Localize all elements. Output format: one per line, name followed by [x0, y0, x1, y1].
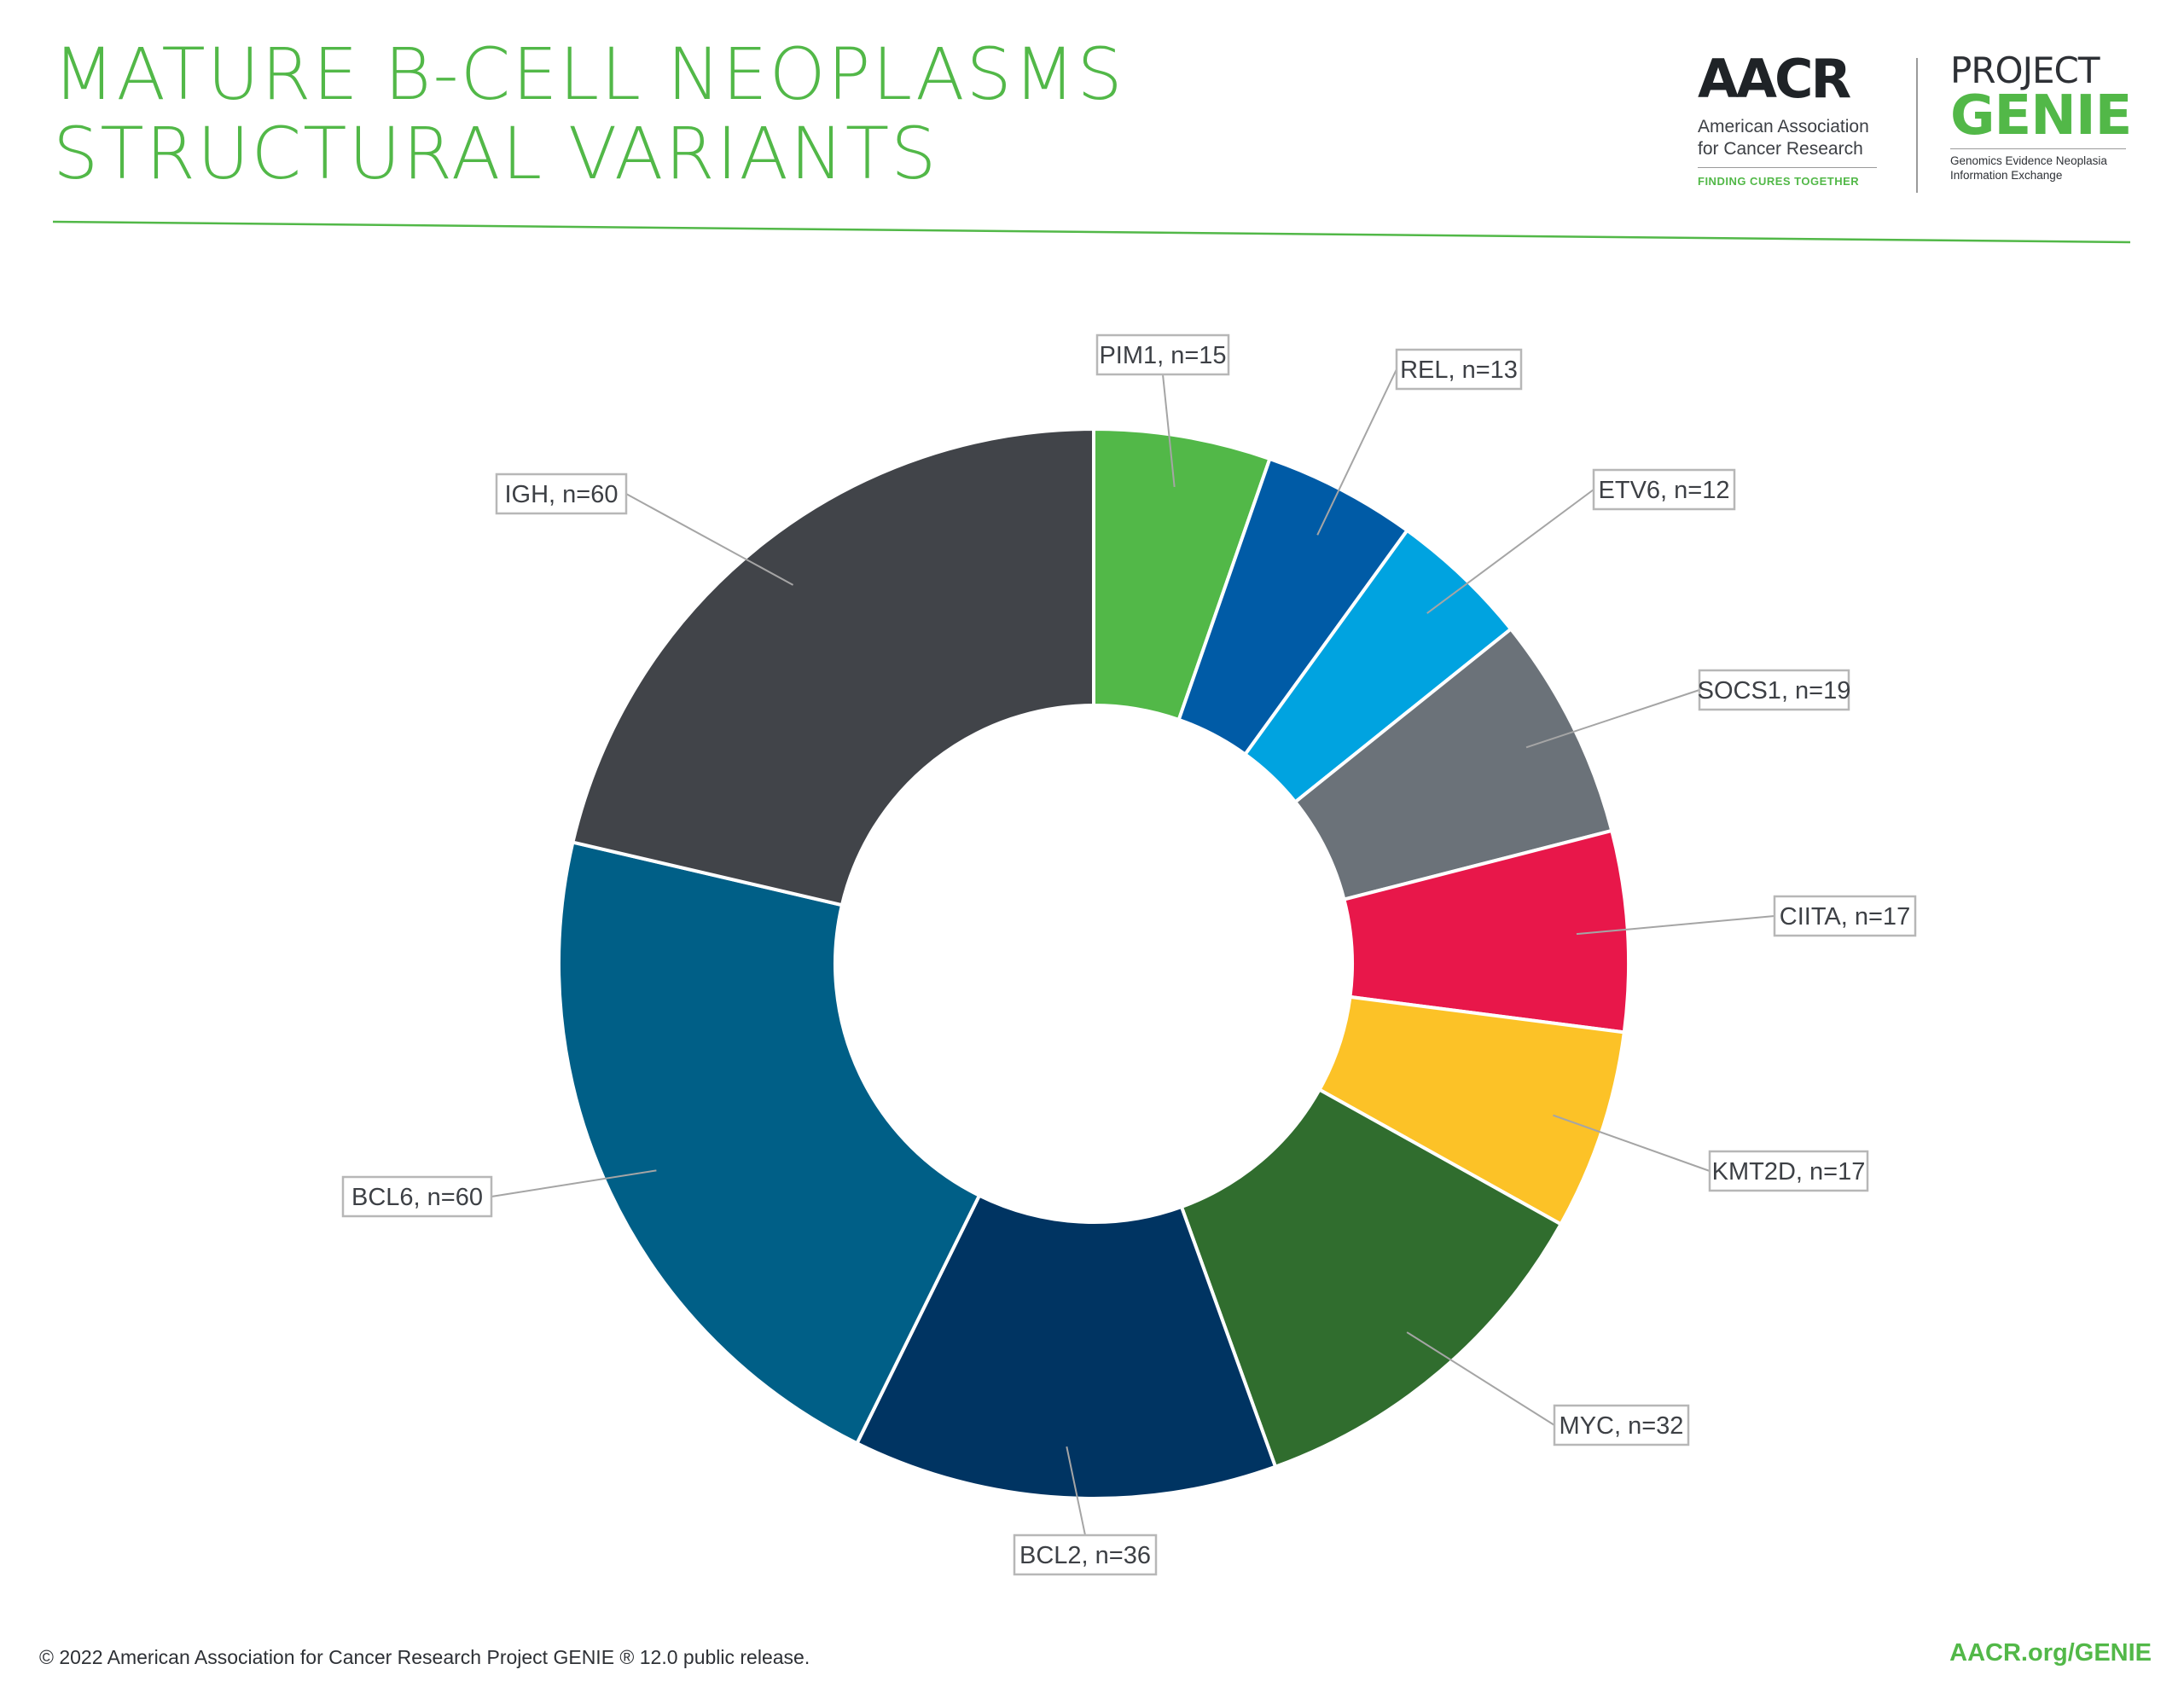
- leader-line-bcl2: [1066, 1446, 1086, 1536]
- genie-subtitle-line-1: Genomics Evidence Neoplasia: [1950, 154, 2107, 167]
- slice-bcl2: [854, 1193, 1278, 1500]
- title-line-2: STRUCTURAL VARIANTS: [53, 112, 938, 195]
- data-label-myc: MYC, n=32: [1560, 1412, 1684, 1440]
- leader-line-etv6: [1426, 489, 1594, 614]
- label-box-pim1: [1095, 333, 1230, 376]
- leader-line-socs1: [1525, 689, 1700, 749]
- aacr-separator: [1698, 167, 1877, 168]
- title-line-1: MATURE B-CELL NEOPLASMS: [53, 32, 1124, 116]
- leader-line-igh: [625, 493, 794, 586]
- aacr-wordmark: AACR: [1698, 48, 1851, 110]
- genie-project-text: PROJECT: [1950, 49, 2100, 91]
- genie-subtitle-line-2: Information Exchange: [1950, 169, 2063, 182]
- slice-myc: [1179, 1087, 1564, 1470]
- aacr-tagline: FINDING CURES TOGETHER: [1698, 175, 1860, 188]
- label-box-bcl6: [341, 1175, 493, 1218]
- leader-line-myc: [1406, 1331, 1555, 1426]
- data-label-ciita: CIITA, n=17: [1780, 903, 1910, 930]
- data-label-bcl2: BCL2, n=36: [1019, 1542, 1151, 1569]
- leader-line-pim1: [1162, 374, 1176, 488]
- genie-logo: PROJECT GENIE Genomics Evidence Neoplasi…: [1950, 53, 2138, 183]
- leader-line-bcl6: [491, 1169, 657, 1197]
- label-box-ciita: [1773, 895, 1917, 937]
- data-label-rel: REL, n=13: [1400, 357, 1518, 384]
- slice-igh: [570, 426, 1095, 907]
- label-box-etv6: [1592, 468, 1736, 511]
- genie-subtitle: Genomics Evidence Neoplasia Information …: [1950, 154, 2138, 183]
- slice-bcl6: [557, 840, 982, 1446]
- copyright-text: © 2022 American Association for Cancer R…: [39, 1646, 810, 1668]
- label-box-socs1: [1698, 669, 1850, 711]
- label-box-myc: [1553, 1404, 1690, 1446]
- data-label-igh: IGH, n=60: [505, 481, 619, 508]
- aacr-logo: AACR American Association for Cancer Res…: [1698, 53, 1894, 188]
- label-box-bcl2: [1013, 1533, 1158, 1576]
- leader-line-kmt2d: [1553, 1114, 1711, 1172]
- aacr-name-line-1: American Association: [1698, 117, 1869, 136]
- aacr-name-line-2: for Cancer Research: [1698, 139, 1863, 159]
- data-label-etv6: ETV6, n=12: [1599, 477, 1730, 504]
- leader-line-ciita: [1576, 915, 1775, 936]
- header-divider: [52, 220, 2131, 244]
- logo-divider: [1916, 58, 1918, 193]
- label-box-kmt2d: [1708, 1150, 1869, 1192]
- genie-separator: [1950, 148, 2126, 149]
- data-label-bcl6: BCL6, n=60: [351, 1184, 483, 1211]
- label-box-igh: [495, 472, 628, 515]
- footer-url-link[interactable]: AACR.org/GENIE: [1949, 1639, 2152, 1667]
- genie-wordmark: GENIE: [1950, 84, 2132, 148]
- data-label-socs1: SOCS1, n=19: [1698, 677, 1851, 704]
- label-box-rel: [1395, 348, 1523, 391]
- data-label-pim1: PIM1, n=15: [1099, 342, 1226, 369]
- aacr-name: American Association for Cancer Research: [1698, 116, 1894, 160]
- data-label-kmt2d: KMT2D, n=17: [1712, 1158, 1866, 1186]
- leader-line-rel: [1316, 368, 1397, 536]
